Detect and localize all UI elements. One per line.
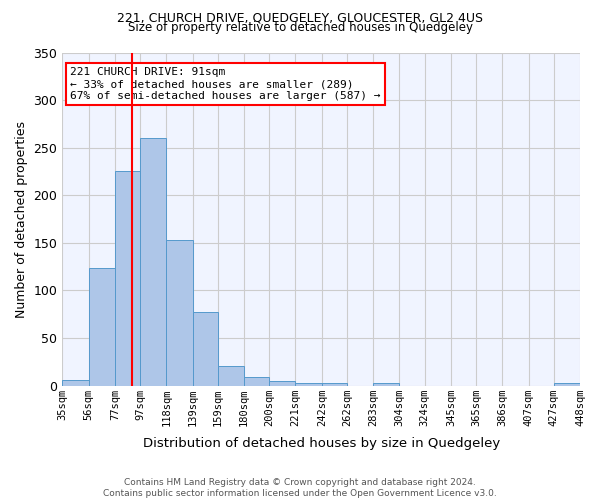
Text: 221 CHURCH DRIVE: 91sqm
← 33% of detached houses are smaller (289)
67% of semi-d: 221 CHURCH DRIVE: 91sqm ← 33% of detache…: [70, 68, 380, 100]
Bar: [373, 383, 400, 386]
Bar: [295, 383, 322, 386]
Text: Size of property relative to detached houses in Quedgeley: Size of property relative to detached ho…: [128, 22, 473, 35]
Y-axis label: Number of detached properties: Number of detached properties: [15, 120, 28, 318]
Bar: [115, 172, 140, 386]
Bar: [140, 138, 166, 386]
Bar: [166, 240, 193, 386]
Text: 221, CHURCH DRIVE, QUEDGELEY, GLOUCESTER, GL2 4US: 221, CHURCH DRIVE, QUEDGELEY, GLOUCESTER…: [117, 12, 483, 24]
X-axis label: Distribution of detached houses by size in Quedgeley: Distribution of detached houses by size …: [143, 437, 500, 450]
Bar: [244, 377, 269, 386]
Bar: [62, 380, 89, 386]
Bar: [89, 268, 115, 386]
Bar: [269, 381, 295, 386]
Bar: [554, 383, 580, 386]
Bar: [193, 312, 218, 386]
Text: Contains HM Land Registry data © Crown copyright and database right 2024.
Contai: Contains HM Land Registry data © Crown c…: [103, 478, 497, 498]
Bar: [218, 366, 244, 386]
Bar: [322, 383, 347, 386]
